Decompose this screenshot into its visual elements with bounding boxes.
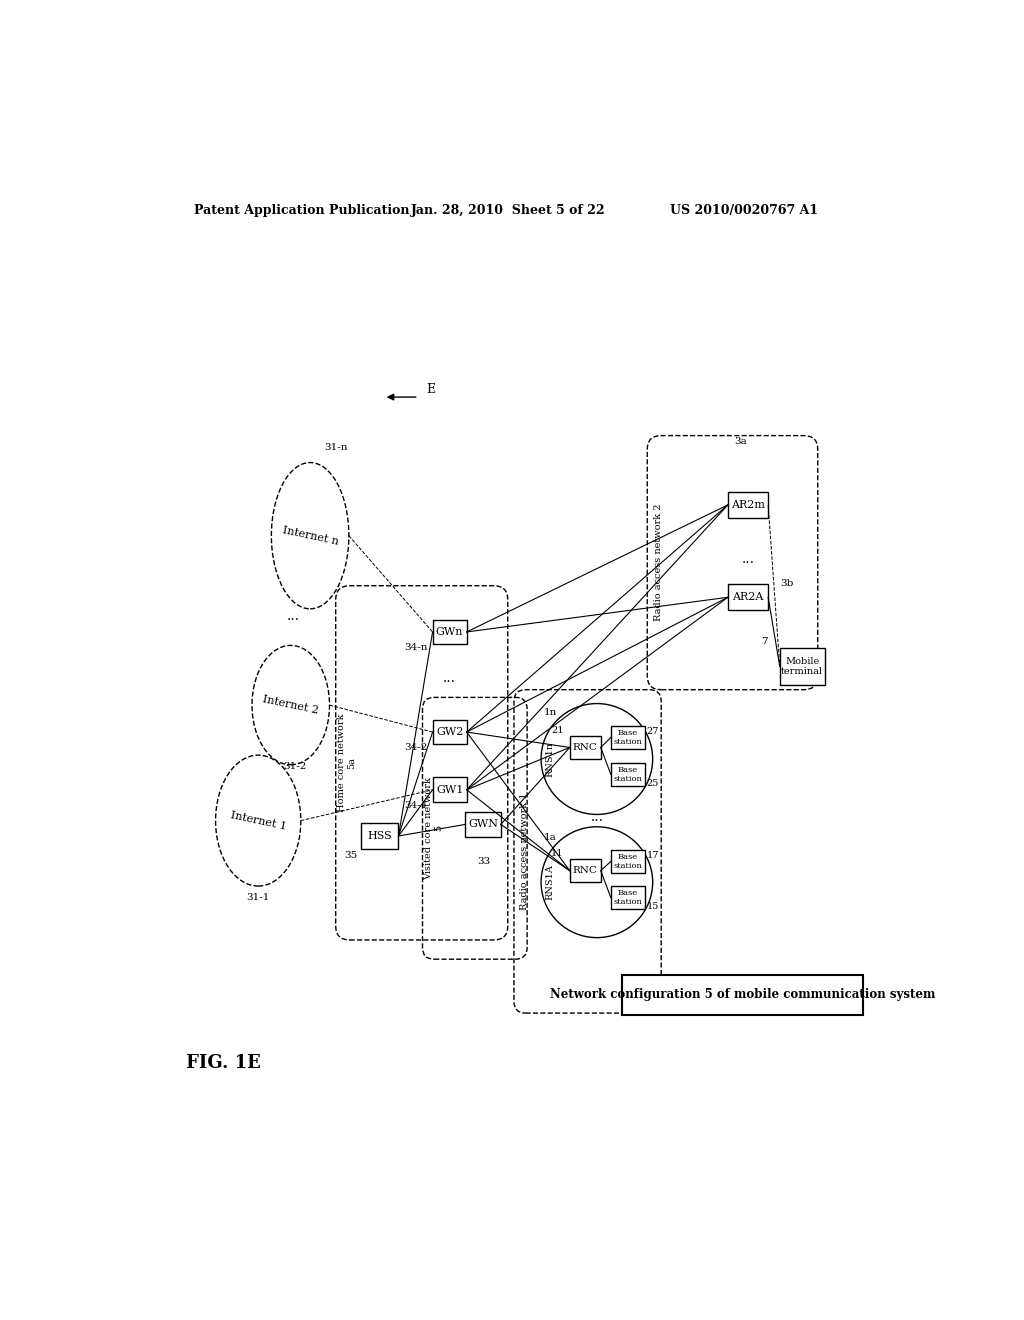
- Text: 25: 25: [646, 779, 658, 788]
- Text: 31-n: 31-n: [324, 442, 347, 451]
- Text: RNS1A: RNS1A: [546, 865, 555, 900]
- Text: RNC: RNC: [572, 866, 598, 875]
- Text: 35: 35: [344, 851, 357, 859]
- Text: ···: ···: [443, 675, 456, 689]
- Text: GW2: GW2: [436, 727, 463, 737]
- Bar: [623, 974, 862, 1015]
- Text: 21: 21: [551, 726, 563, 735]
- Text: AR2A: AR2A: [732, 593, 764, 602]
- Text: Network configuration 5 of mobile communication system: Network configuration 5 of mobile commun…: [550, 989, 935, 1001]
- Text: FIG. 1E: FIG. 1E: [186, 1055, 261, 1072]
- Text: RNS1n: RNS1n: [546, 742, 555, 776]
- Text: E: E: [426, 383, 435, 396]
- Text: Internet 1: Internet 1: [229, 809, 287, 832]
- Bar: [569, 737, 601, 759]
- Bar: [611, 886, 645, 909]
- Text: Internet 2: Internet 2: [262, 694, 319, 715]
- Text: US 2010/0020767 A1: US 2010/0020767 A1: [671, 205, 818, 218]
- Text: 1a: 1a: [544, 833, 557, 842]
- Bar: [779, 648, 824, 685]
- Text: 27: 27: [646, 727, 658, 735]
- Text: GWN: GWN: [468, 820, 498, 829]
- Text: ···: ···: [287, 614, 300, 627]
- Text: ···: ···: [590, 813, 603, 828]
- Bar: [728, 585, 768, 610]
- Bar: [611, 726, 645, 748]
- Text: Mobile
terminal: Mobile terminal: [781, 657, 823, 676]
- Text: Radio access network 1: Radio access network 1: [520, 792, 529, 911]
- Text: ···: ···: [741, 556, 755, 570]
- Text: 17: 17: [646, 851, 658, 859]
- Text: AR2m: AR2m: [731, 500, 765, 510]
- Text: Radio access network 2: Radio access network 2: [653, 504, 663, 622]
- Text: 3b: 3b: [780, 579, 794, 587]
- Text: HSS: HSS: [368, 832, 392, 841]
- Text: 34-2: 34-2: [403, 743, 427, 752]
- Bar: [728, 492, 768, 517]
- Text: Base
station: Base station: [613, 853, 642, 870]
- Text: 31-1: 31-1: [247, 894, 270, 902]
- Text: 15: 15: [646, 903, 658, 911]
- Text: Base
station: Base station: [613, 766, 642, 783]
- Text: Base
station: Base station: [613, 888, 642, 907]
- Bar: [361, 822, 398, 849]
- Text: RNC: RNC: [572, 743, 598, 752]
- Text: Visited core network
5: Visited core network 5: [424, 777, 443, 879]
- Bar: [432, 619, 467, 644]
- Bar: [611, 850, 645, 873]
- Text: 1n: 1n: [544, 709, 557, 717]
- Bar: [432, 719, 467, 744]
- Text: GWn: GWn: [436, 627, 464, 638]
- Bar: [611, 763, 645, 785]
- Text: GW1: GW1: [436, 785, 463, 795]
- Text: 3a: 3a: [734, 437, 746, 446]
- Text: 7: 7: [761, 638, 767, 647]
- Text: Patent Application Publication: Patent Application Publication: [194, 205, 410, 218]
- Bar: [432, 777, 467, 803]
- Text: 34-n: 34-n: [403, 643, 427, 652]
- Text: Internet n: Internet n: [282, 525, 339, 546]
- Text: 33: 33: [477, 857, 490, 866]
- Text: 31-2: 31-2: [283, 762, 306, 771]
- Text: Jan. 28, 2010  Sheet 5 of 22: Jan. 28, 2010 Sheet 5 of 22: [411, 205, 605, 218]
- Text: Base
station: Base station: [613, 729, 642, 746]
- Text: 11: 11: [551, 849, 563, 858]
- Text: Home core network
5a: Home core network 5a: [337, 714, 356, 812]
- Bar: [465, 812, 501, 837]
- Text: 34-1: 34-1: [403, 801, 427, 809]
- Bar: [569, 859, 601, 882]
